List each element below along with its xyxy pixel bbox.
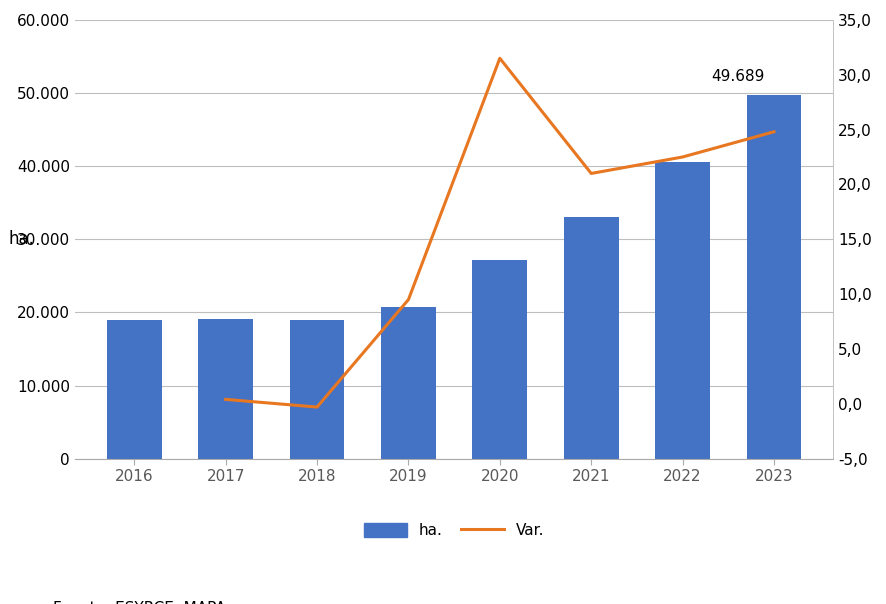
Y-axis label: ha.: ha.: [9, 230, 35, 248]
Var.: [586, 170, 596, 177]
Bar: [472, 260, 527, 458]
Bar: [107, 320, 162, 458]
Var.: [677, 153, 688, 161]
Var.: [312, 403, 323, 411]
Text: Fuente: ESYRCE. MAPA: Fuente: ESYRCE. MAPA: [53, 601, 226, 604]
Legend: ha., Var.: ha., Var.: [364, 523, 545, 538]
Text: 49.689: 49.689: [711, 69, 765, 85]
Bar: [290, 320, 345, 458]
Var.: [769, 128, 780, 135]
Bar: [381, 307, 436, 458]
Var.: [403, 296, 414, 303]
Bar: [563, 217, 618, 458]
Var.: [221, 396, 231, 403]
Bar: [655, 162, 710, 458]
Var.: [494, 54, 505, 62]
Bar: [198, 319, 253, 458]
Bar: [747, 95, 802, 458]
Line: Var.: Var.: [226, 58, 774, 407]
